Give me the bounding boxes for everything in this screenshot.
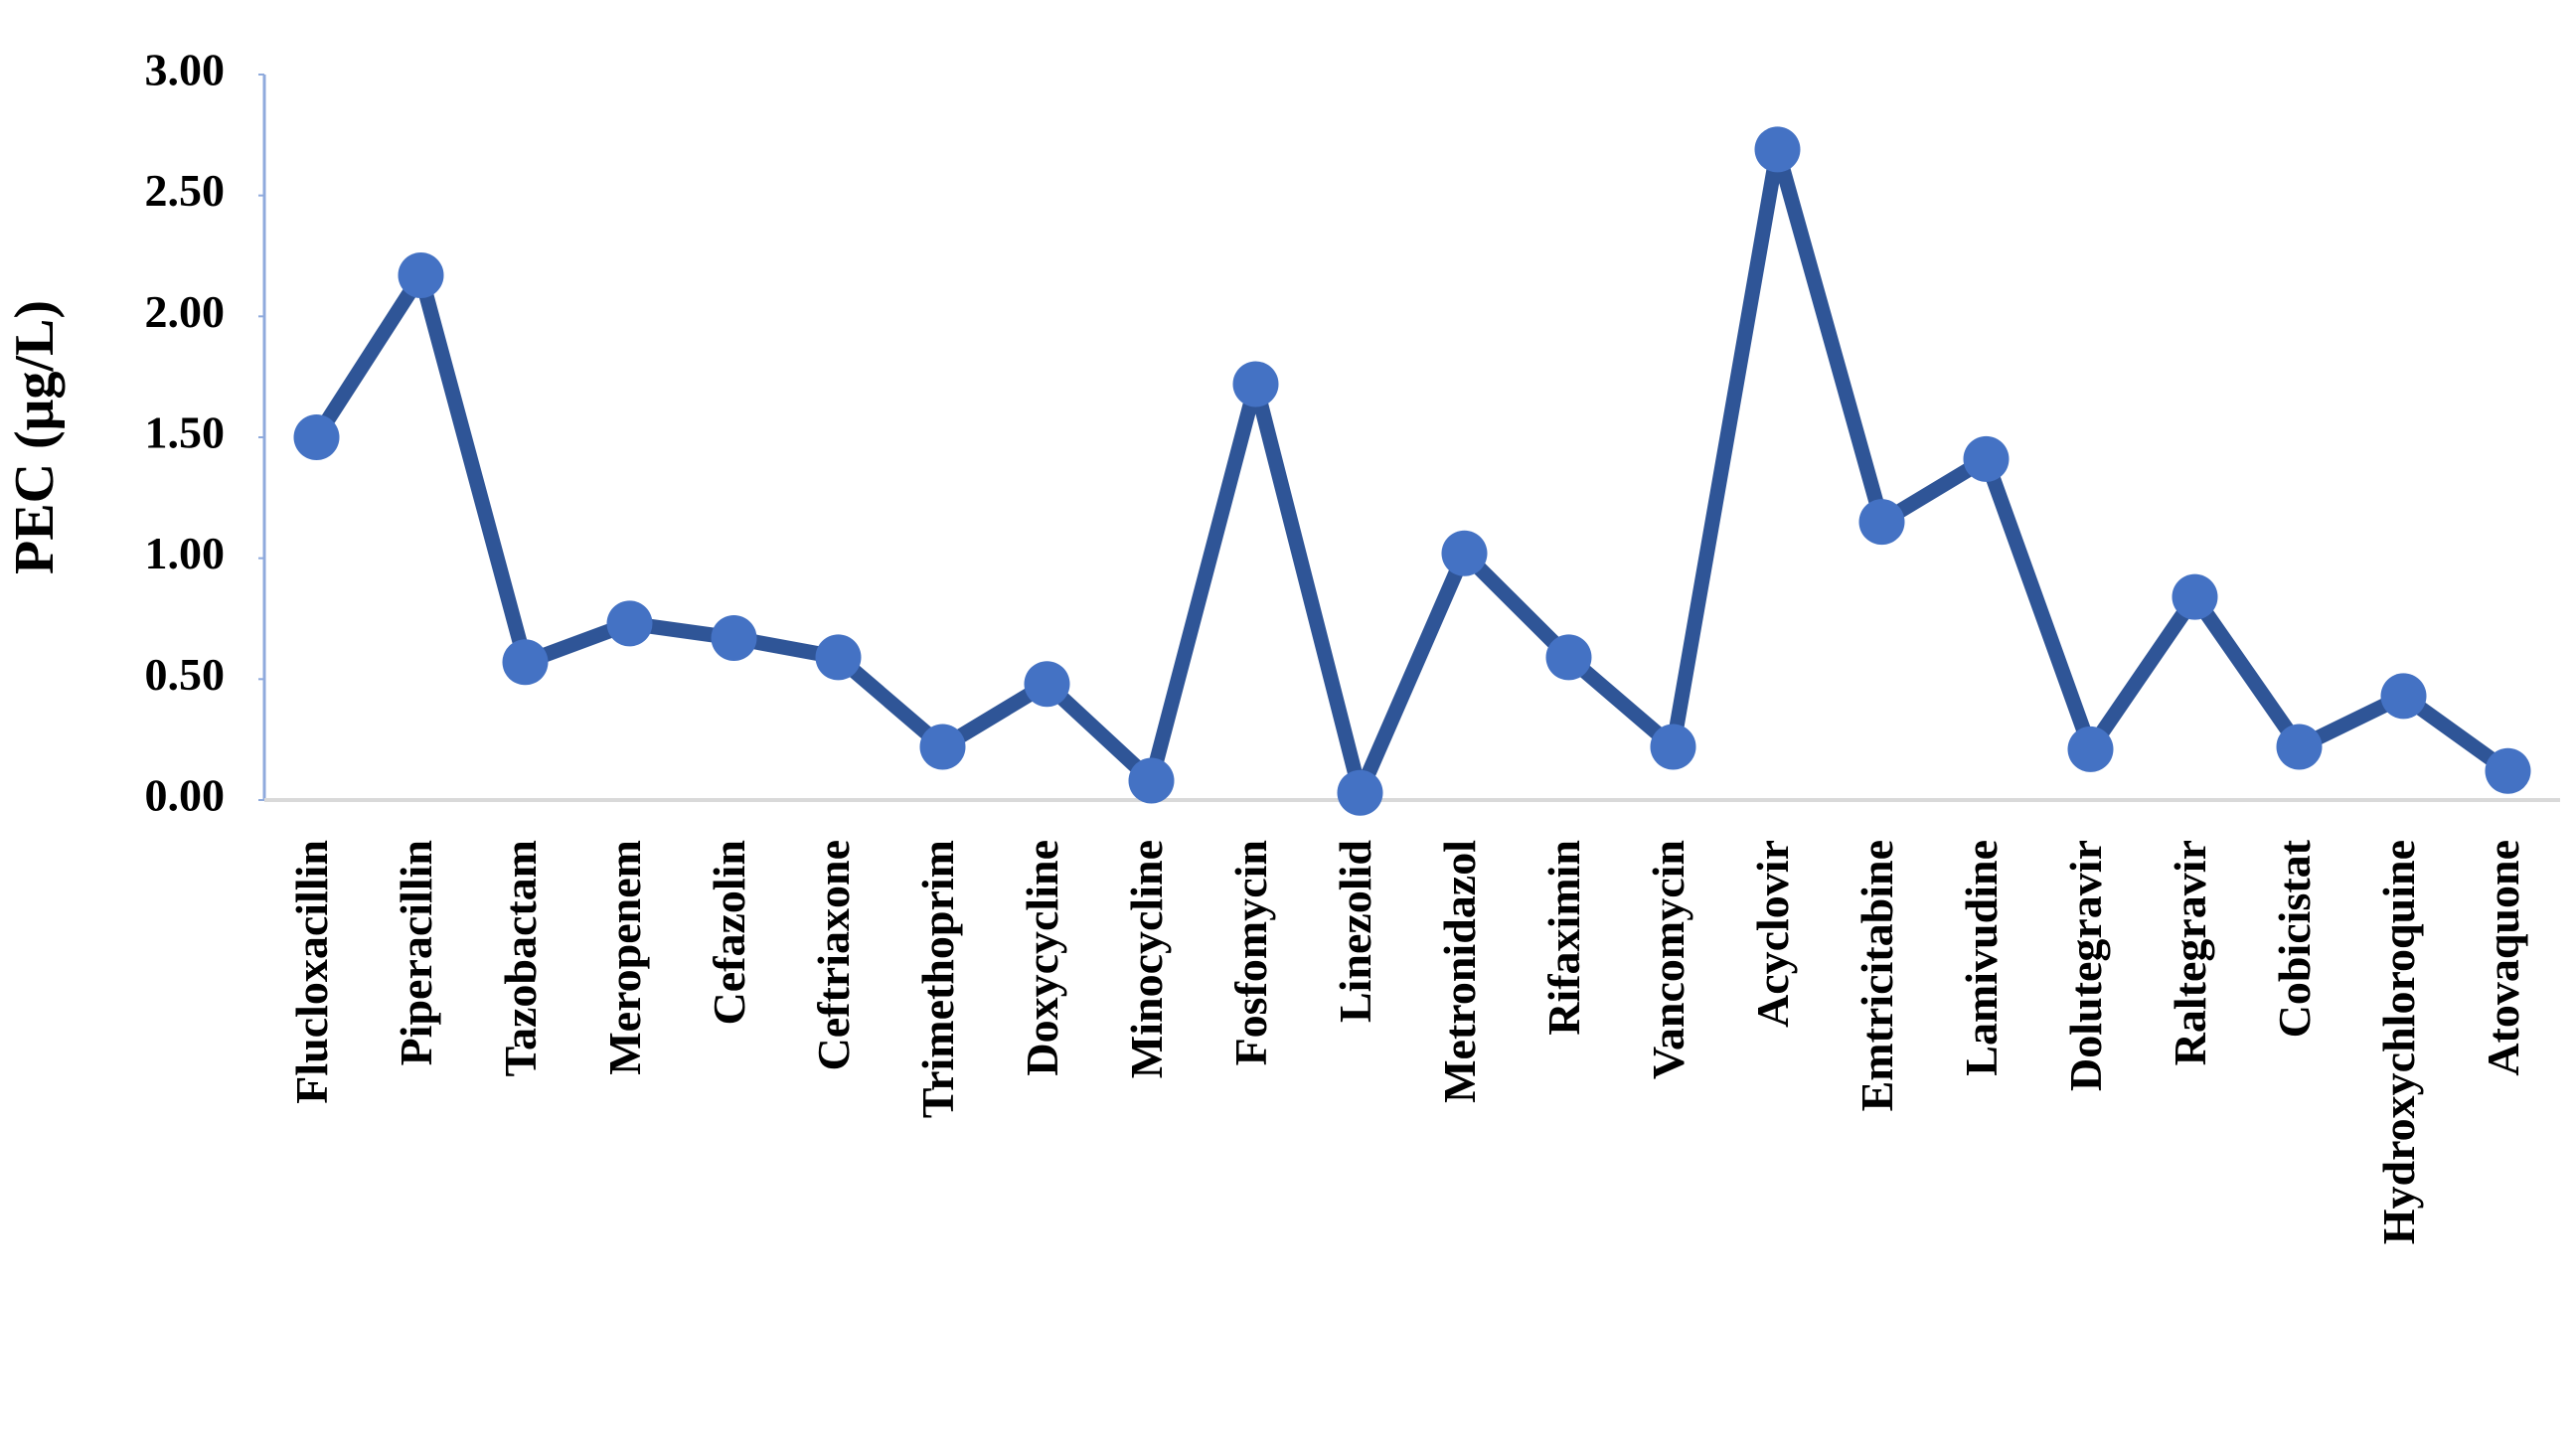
x-tick-label: Acyclovir: [1747, 840, 1798, 1028]
data-point: [502, 639, 549, 686]
data-point: [1337, 769, 1383, 816]
y-tick-label: 1.00: [145, 528, 226, 578]
x-tick-label: Atovaquone: [2478, 840, 2528, 1076]
x-tick-label: Minocycline: [1121, 840, 1172, 1078]
data-point: [1858, 499, 1905, 546]
data-point: [1128, 757, 1175, 804]
data-point: [2067, 726, 2114, 772]
data-point: [1232, 361, 1279, 407]
x-tick-label: Emtricitabine: [1852, 840, 1902, 1111]
x-tick-label: Trimethoprim: [912, 840, 963, 1118]
data-point: [711, 614, 757, 661]
y-tick-label: 3.00: [145, 45, 226, 95]
x-tick-label: Flucloxacillin: [286, 840, 337, 1104]
y-tick-label: 1.50: [145, 407, 226, 458]
x-tick-label: Metronidazol: [1434, 840, 1485, 1103]
data-point: [398, 251, 444, 298]
x-tick-label: Ceftriaxone: [808, 840, 859, 1070]
x-tick-label: Cobicistat: [2269, 839, 2320, 1038]
x-tick-label: Doxycycline: [1017, 840, 1067, 1076]
data-point: [2380, 673, 2427, 720]
x-tick-label: Dolutegravir: [2060, 840, 2111, 1091]
y-tick-label: 2.00: [145, 286, 226, 337]
data-point: [919, 724, 966, 770]
y-tick-label: 0.50: [145, 649, 226, 700]
x-tick-label: Fosfomycin: [1225, 840, 1276, 1065]
x-tick-label: Piperacillin: [391, 840, 441, 1065]
x-tick-label: Vancomycin: [1643, 840, 1693, 1079]
x-tick-label: Linezolid: [1330, 840, 1380, 1023]
data-point: [606, 600, 653, 647]
data-point: [2172, 573, 2218, 620]
data-point: [1963, 435, 2010, 482]
data-point: [293, 414, 340, 460]
data-point: [815, 634, 862, 681]
data-line: [310, 141, 2512, 801]
data-point: [1024, 661, 1070, 708]
y-axis-label: PEC (μg/L): [4, 300, 66, 574]
x-tick-label: Hydroxychloroquine: [2373, 840, 2424, 1244]
x-tick-label: Lamivudine: [1956, 840, 2007, 1076]
x-tick-label: Rifaximin: [1538, 840, 1589, 1036]
x-tick-label: Tazobactam: [495, 840, 546, 1077]
data-point: [2276, 724, 2323, 770]
y-tick-label: 0.00: [145, 770, 226, 821]
x-tick-label: Cefazolin: [704, 840, 754, 1026]
data-point: [2485, 747, 2531, 794]
x-tick-label: Raltegravir: [2165, 840, 2215, 1065]
data-point: [1545, 634, 1592, 681]
x-tick-label: Meropenem: [599, 840, 650, 1075]
data-point: [1441, 530, 1488, 576]
data-point: [1650, 724, 1696, 770]
data-point: [1754, 126, 1801, 173]
y-tick-label: 2.50: [145, 165, 226, 216]
